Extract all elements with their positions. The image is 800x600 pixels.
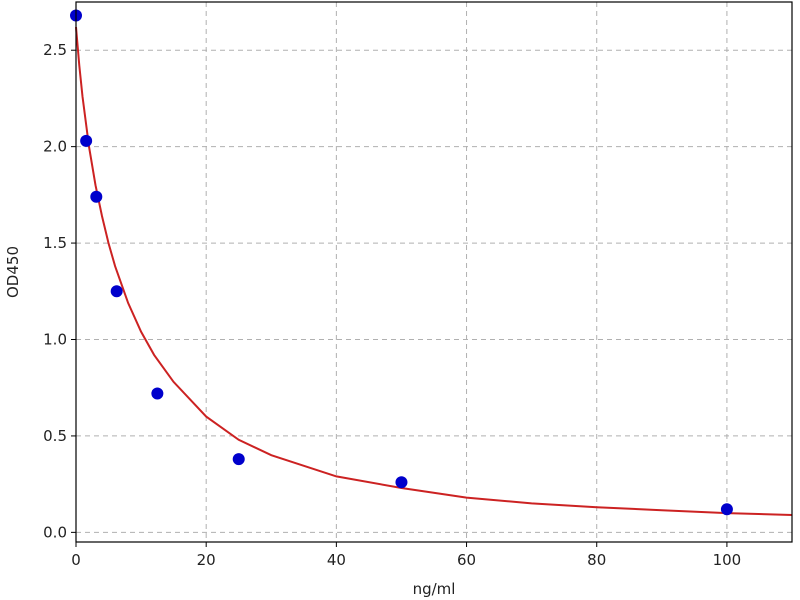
- data-point: [110, 285, 123, 298]
- data-point: [90, 190, 103, 203]
- y-tick-label: 0.5: [43, 427, 67, 445]
- data-point: [232, 453, 245, 466]
- grid-layer: [75, 2, 792, 542]
- y-tick-label: 2.0: [43, 138, 67, 156]
- y-tick-label: 1.5: [43, 234, 67, 252]
- fit-curve-line: [75, 27, 793, 516]
- x-tick-label: 40: [327, 551, 346, 569]
- x-axis-label: ng/ml: [413, 580, 456, 598]
- plot-frame: [75, 1, 793, 543]
- data-point: [80, 134, 93, 147]
- x-tick-label: 0: [71, 551, 81, 569]
- points-layer: [70, 9, 733, 516]
- y-tick-label: 1.0: [43, 331, 67, 349]
- data-point: [395, 476, 408, 489]
- ticks-layer: 0 20 40 60 80 100 0.0 0.5 1.0 1.5 2.0 2.5: [43, 41, 741, 569]
- y-tick-label: 2.5: [43, 41, 67, 59]
- y-axis-label: OD450: [4, 246, 22, 298]
- x-tick-label: 20: [197, 551, 216, 569]
- y-tick-label: 0.0: [43, 523, 67, 541]
- x-tick-label: 100: [713, 551, 742, 569]
- data-point: [720, 503, 733, 516]
- x-tick-label: 60: [457, 551, 476, 569]
- curve-layer: [75, 27, 793, 516]
- data-point: [151, 387, 164, 400]
- x-tick-label: 80: [587, 551, 606, 569]
